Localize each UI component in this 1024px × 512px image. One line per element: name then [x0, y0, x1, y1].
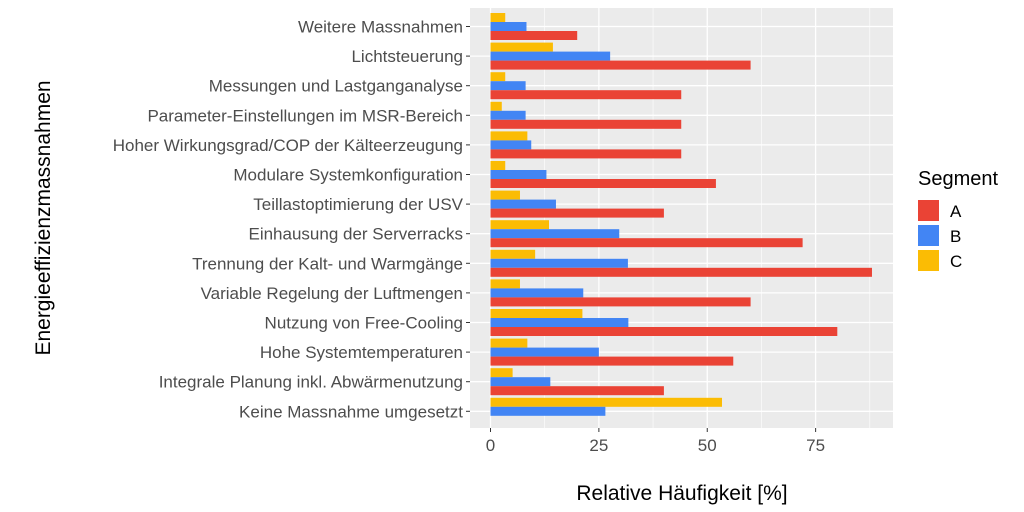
bar-B: [490, 140, 532, 150]
legend-key-B: [918, 225, 939, 246]
y-tick-label: Integrale Planung inkl. Abwärmenutzung: [159, 373, 463, 392]
bar-C: [490, 309, 583, 318]
bar-C: [490, 397, 722, 407]
bar-C: [490, 190, 520, 200]
bar-B: [490, 406, 606, 416]
bar-C: [490, 13, 506, 22]
bar-A: [490, 386, 664, 396]
y-tick-label: Variable Regelung der Luftmengen: [201, 284, 463, 303]
y-tick-label: Hoher Wirkungsgrad/COP der Kälteerzeugun…: [113, 136, 463, 155]
y-tick-label: Keine Massnahme umgesetzt: [239, 402, 463, 421]
bar-B: [490, 347, 599, 357]
bar-C: [490, 368, 513, 378]
bar-A: [490, 297, 751, 307]
bar-C: [490, 220, 550, 230]
x-tick-label: 50: [698, 436, 717, 455]
bar-B: [490, 51, 611, 61]
bar-A: [490, 238, 803, 248]
bar-B: [490, 22, 527, 31]
bar-A: [490, 60, 751, 70]
bar-A: [490, 208, 664, 218]
bar-C: [490, 338, 528, 348]
y-tick-label: Trennung der Kalt- und Warmgänge: [192, 254, 463, 273]
bar-A: [490, 267, 872, 277]
bar-C: [490, 131, 528, 141]
bar-C: [490, 161, 506, 170]
bar-B: [490, 170, 547, 179]
bar-B: [490, 199, 556, 209]
y-tick-label: Modulare Systemkonfiguration: [233, 166, 463, 185]
bar-B: [490, 258, 628, 268]
y-tick-label: Teillastoptimierung der USV: [253, 195, 463, 214]
bar-A: [490, 356, 734, 366]
bar-A: [490, 179, 716, 188]
bar-A: [490, 119, 682, 129]
y-tick-label: Parameter-Einstellungen im MSR-Bereich: [147, 106, 463, 125]
bar-C: [490, 101, 502, 111]
legend-label: C: [950, 252, 962, 271]
x-tick-label: 25: [589, 436, 608, 455]
legend-label: B: [950, 227, 961, 246]
legend-key-A: [918, 200, 939, 221]
bar-B: [490, 81, 526, 91]
bar-C: [490, 42, 553, 52]
y-tick-label: Einhausung der Serverracks: [248, 225, 463, 244]
bar-B: [490, 318, 629, 327]
x-axis-title: Relative Häufigkeit [%]: [576, 482, 787, 505]
bar-B: [490, 110, 526, 120]
legend-key-C: [918, 250, 939, 271]
bar-C: [490, 279, 520, 289]
bar-A: [490, 31, 578, 40]
bar-C: [490, 72, 506, 82]
bar-A: [490, 327, 838, 336]
x-tick-label: 0: [486, 436, 495, 455]
bar-C: [490, 249, 536, 259]
y-tick-label: Lichtsteuerung: [351, 47, 463, 66]
y-tick-label: Messungen und Lastganganalyse: [209, 77, 463, 96]
bar-B: [490, 229, 620, 239]
legend-label: A: [950, 202, 962, 221]
y-axis-title: Energieeffizienzmassnahmen: [32, 80, 55, 355]
bar-A: [490, 90, 682, 100]
y-tick-label: Hohe Systemtemperaturen: [260, 343, 463, 362]
bar-A: [490, 149, 682, 159]
bar-B: [490, 377, 551, 387]
y-tick-label: Weitere Massnahmen: [298, 18, 463, 37]
legend-title: Segment: [918, 168, 998, 190]
y-tick-label: Nutzung von Free-Cooling: [265, 314, 463, 333]
bar-B: [490, 288, 584, 298]
x-tick-label: 75: [806, 436, 825, 455]
